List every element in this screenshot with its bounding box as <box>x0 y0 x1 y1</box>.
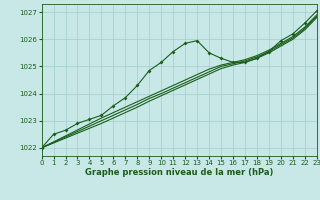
X-axis label: Graphe pression niveau de la mer (hPa): Graphe pression niveau de la mer (hPa) <box>85 168 273 177</box>
